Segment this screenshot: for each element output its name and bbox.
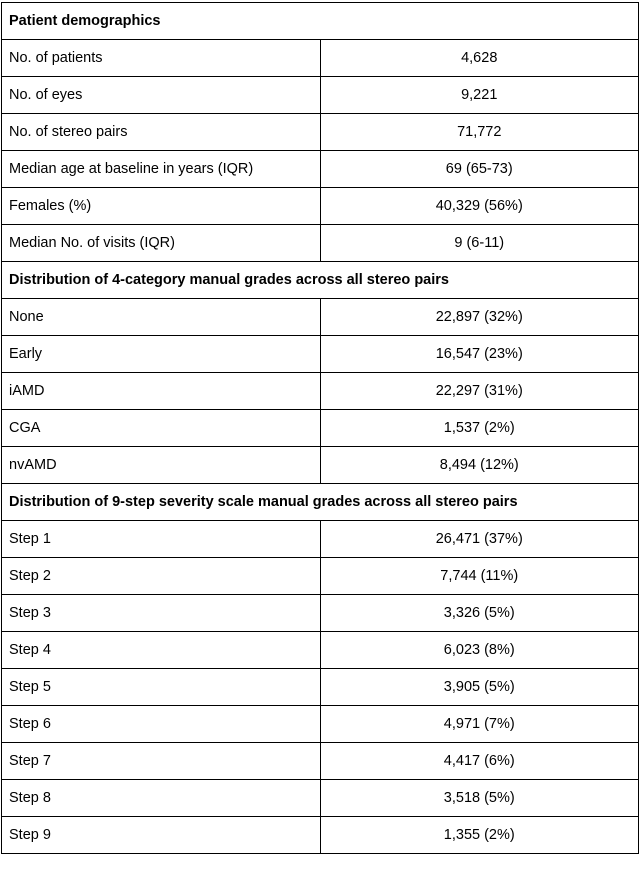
- row-label: Step 4: [1, 631, 321, 669]
- row-value: 1,537 (2%): [319, 409, 639, 447]
- summary-table: Patient demographics No. of patients 4,6…: [1, 2, 639, 854]
- row-label: Step 7: [1, 742, 321, 780]
- row-value: 9,221: [319, 76, 639, 114]
- row-label: Step 3: [1, 594, 321, 632]
- table-row: Median No. of visits (IQR) 9 (6-11): [1, 224, 639, 262]
- table-row: Early 16,547 (23%): [1, 335, 639, 373]
- row-value: 6,023 (8%): [319, 631, 639, 669]
- table-row: Step 1 26,471 (37%): [1, 520, 639, 558]
- row-label: Step 6: [1, 705, 321, 743]
- row-label: Step 1: [1, 520, 321, 558]
- row-value: 16,547 (23%): [319, 335, 639, 373]
- table-row: iAMD 22,297 (31%): [1, 372, 639, 410]
- row-label: nvAMD: [1, 446, 321, 484]
- row-label: Step 9: [1, 816, 321, 854]
- table-row: nvAMD 8,494 (12%): [1, 446, 639, 484]
- row-value: 4,971 (7%): [319, 705, 639, 743]
- row-label: Median age at baseline in years (IQR): [1, 150, 321, 188]
- row-value: 4,628: [319, 39, 639, 77]
- row-label: No. of stereo pairs: [1, 113, 321, 151]
- table-row: No. of stereo pairs 71,772: [1, 113, 639, 151]
- row-value: 3,518 (5%): [319, 779, 639, 817]
- row-label: No. of patients: [1, 39, 321, 77]
- section-header-row: Distribution of 9-step severity scale ma…: [1, 483, 639, 521]
- row-value: 40,329 (56%): [319, 187, 639, 225]
- table-row: Step 2 7,744 (11%): [1, 557, 639, 595]
- section-title: Distribution of 4-category manual grades…: [1, 261, 639, 299]
- section-header-row: Distribution of 4-category manual grades…: [1, 261, 639, 299]
- table-row: Step 8 3,518 (5%): [1, 779, 639, 817]
- table-row: Median age at baseline in years (IQR) 69…: [1, 150, 639, 188]
- row-value: 22,297 (31%): [319, 372, 639, 410]
- row-value: 22,897 (32%): [319, 298, 639, 336]
- row-value: 3,326 (5%): [319, 594, 639, 632]
- table-row: Step 4 6,023 (8%): [1, 631, 639, 669]
- table-row: Step 3 3,326 (5%): [1, 594, 639, 632]
- row-label: CGA: [1, 409, 321, 447]
- table-row: Step 6 4,971 (7%): [1, 705, 639, 743]
- row-label: None: [1, 298, 321, 336]
- row-label: Step 5: [1, 668, 321, 706]
- row-label: Median No. of visits (IQR): [1, 224, 321, 262]
- row-value: 4,417 (6%): [319, 742, 639, 780]
- table-row: Step 9 1,355 (2%): [1, 816, 639, 854]
- row-value: 7,744 (11%): [319, 557, 639, 595]
- row-value: 1,355 (2%): [319, 816, 639, 854]
- row-label: iAMD: [1, 372, 321, 410]
- row-label: Females (%): [1, 187, 321, 225]
- section-title: Distribution of 9-step severity scale ma…: [1, 483, 639, 521]
- table-row: Step 5 3,905 (5%): [1, 668, 639, 706]
- row-value: 9 (6-11): [319, 224, 639, 262]
- summary-table-body: Patient demographics No. of patients 4,6…: [1, 2, 639, 854]
- section-title: Patient demographics: [1, 2, 639, 40]
- row-label: Early: [1, 335, 321, 373]
- table-row: CGA 1,537 (2%): [1, 409, 639, 447]
- row-value: 71,772: [319, 113, 639, 151]
- table-row: None 22,897 (32%): [1, 298, 639, 336]
- row-label: Step 2: [1, 557, 321, 595]
- table-row: No. of patients 4,628: [1, 39, 639, 77]
- row-label: No. of eyes: [1, 76, 321, 114]
- row-value: 3,905 (5%): [319, 668, 639, 706]
- row-value: 8,494 (12%): [319, 446, 639, 484]
- row-value: 26,471 (37%): [319, 520, 639, 558]
- table-row: Step 7 4,417 (6%): [1, 742, 639, 780]
- section-header-row: Patient demographics: [1, 2, 639, 40]
- table-row: Females (%) 40,329 (56%): [1, 187, 639, 225]
- row-value: 69 (65-73): [319, 150, 639, 188]
- table-row: No. of eyes 9,221: [1, 76, 639, 114]
- row-label: Step 8: [1, 779, 321, 817]
